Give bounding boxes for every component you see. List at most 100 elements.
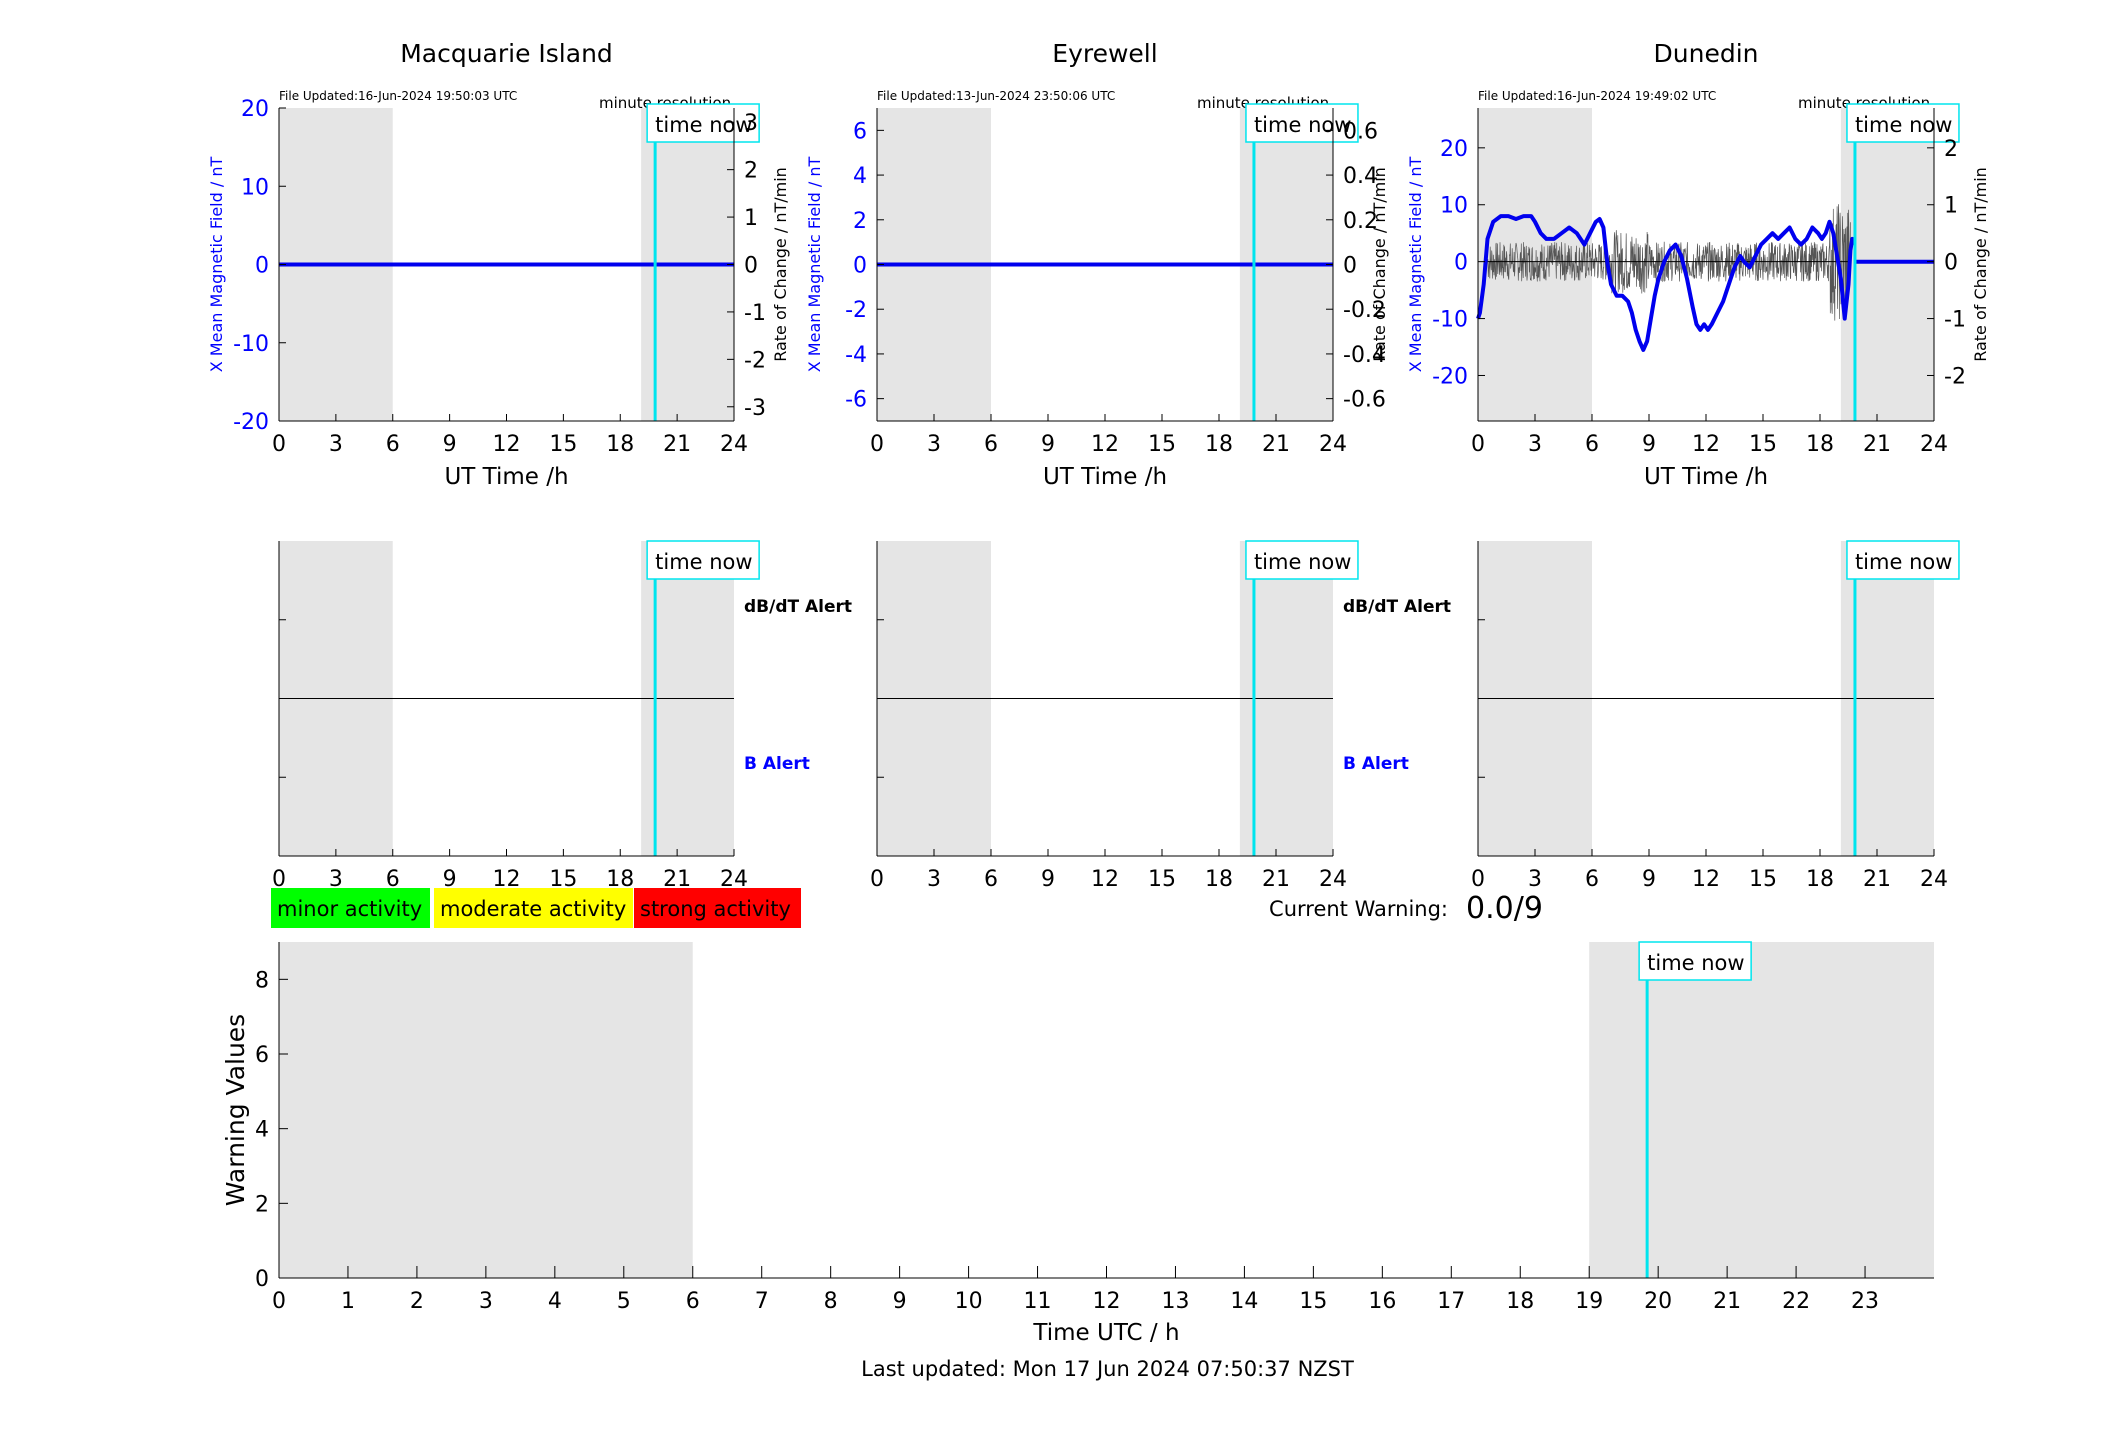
- alert-panel-macquarie-island-b-alert-label: B Alert: [744, 754, 810, 774]
- warning-chart-x-tick-label: 5: [617, 1289, 631, 1314]
- macquarie-island-x-tick-label: 12: [493, 432, 521, 457]
- dunedin-y-left-tick-label: 0: [1454, 251, 1468, 276]
- warning-chart-x-tick-label: 12: [1093, 1289, 1121, 1314]
- warning-chart-x-tick-label: 2: [410, 1289, 424, 1314]
- dunedin-time-now-box: [1846, 103, 1960, 143]
- warning-chart-y-tick-label: 2: [255, 1192, 269, 1217]
- warning-chart-shaded-region: [279, 942, 693, 1278]
- alert-panel-macquarie-island-x-tick-label: 6: [386, 867, 400, 892]
- dunedin-y-right-tick-label: -1: [1944, 308, 1966, 333]
- eyrewell-y-right-tick-label: -0.4: [1343, 343, 1386, 368]
- eyrewell-y-right-tick-label: 0.2: [1343, 209, 1378, 234]
- alert-panel-macquarie-island-x-tick-label: 0: [272, 867, 286, 892]
- eyrewell-y-left-tick-label: 0: [853, 254, 867, 279]
- alert-panel-macquarie-island-x-tick-label: 18: [606, 867, 634, 892]
- eyrewell-x-tick-label: 12: [1091, 432, 1119, 457]
- alert-panel-macquarie-island-x-tick-label: 24: [720, 867, 748, 892]
- alert-panel-macquarie-island-x-tick-label: 3: [329, 867, 343, 892]
- eyrewell-y-left-tick-label: 6: [853, 119, 867, 144]
- eyrewell-time-now-label: time now: [1254, 113, 1351, 137]
- dunedin-x-tick-label: 21: [1863, 432, 1891, 457]
- macquarie-island-title: Macquarie Island: [400, 39, 613, 68]
- warning-chart-x-tick-label: 16: [1368, 1289, 1396, 1314]
- alert-panel-dunedin-time-now-label: time now: [1855, 550, 1952, 574]
- macquarie-island-y-right-tick-label: -2: [744, 348, 766, 373]
- warning-chart-y-axis-label: Warning Values: [221, 1014, 250, 1206]
- dunedin-y-left-tick-label: -20: [1432, 364, 1468, 389]
- strong-activity-legend-swatch: [634, 888, 801, 928]
- last-updated-text: Last updated: Mon 17 Jun 2024 07:50:37 N…: [861, 1357, 1354, 1381]
- eyrewell-y-left-tick-label: -4: [845, 343, 867, 368]
- eyrewell-file-updated: File Updated:13-Jun-2024 23:50:06 UTC: [877, 89, 1115, 103]
- macquarie-island-y-right-tick-label: 2: [744, 159, 758, 184]
- dunedin-y-right-tick-label: -2: [1944, 364, 1966, 389]
- eyrewell-y-left-tick-label: -6: [845, 388, 867, 413]
- eyrewell-y-left-tick-label: -2: [845, 298, 867, 323]
- warning-chart-x-tick-label: 3: [479, 1289, 493, 1314]
- minor-activity-legend-label: minor activity: [277, 897, 422, 921]
- eyrewell-y-right-tick-label: 0.6: [1343, 119, 1378, 144]
- alert-panel-eyrewell-x-tick-label: 21: [1262, 867, 1290, 892]
- dunedin-file-updated: File Updated:16-Jun-2024 19:49:02 UTC: [1478, 89, 1716, 103]
- macquarie-island-x-tick-label: 0: [272, 432, 286, 457]
- dunedin-y-left-tick-label: -10: [1432, 308, 1468, 333]
- current-warning-value: 0.0/9: [1466, 891, 1543, 926]
- macquarie-island-y-left-tick-label: -10: [233, 332, 269, 357]
- dunedin-y-left-tick-label: 20: [1440, 137, 1468, 162]
- warning-chart-x-tick-label: 22: [1782, 1289, 1810, 1314]
- macquarie-island-file-updated: File Updated:16-Jun-2024 19:50:03 UTC: [279, 89, 517, 103]
- macquarie-island-y-right-tick-label: 1: [744, 206, 758, 231]
- eyrewell-x-axis-label: UT Time /h: [1043, 464, 1167, 490]
- macquarie-island-y-left-tick-label: -20: [233, 410, 269, 435]
- eyrewell-x-tick-label: 6: [984, 432, 998, 457]
- macquarie-island-x-tick-label: 21: [663, 432, 691, 457]
- dunedin-time-now-label: time now: [1855, 113, 1952, 137]
- dunedin-x-tick-label: 3: [1528, 432, 1542, 457]
- alert-panel-eyrewell-x-tick-label: 24: [1319, 867, 1347, 892]
- alert-panel-dunedin-x-tick-label: 9: [1642, 867, 1656, 892]
- current-warning-label: Current Warning:: [1269, 897, 1448, 921]
- moderate-activity-legend-label: moderate activity: [440, 897, 626, 921]
- warning-chart-y-tick-label: 8: [255, 968, 269, 993]
- macquarie-island-x-tick-label: 24: [720, 432, 748, 457]
- warning-chart-x-tick-label: 11: [1024, 1289, 1052, 1314]
- macquarie-island-x-tick-label: 9: [443, 432, 457, 457]
- warning-chart-x-tick-label: 8: [824, 1289, 838, 1314]
- eyrewell-x-tick-label: 24: [1319, 432, 1347, 457]
- dunedin-x-tick-label: 15: [1749, 432, 1777, 457]
- warning-chart-x-axis-label: Time UTC / h: [1032, 1320, 1179, 1346]
- warning-chart-y-tick-label: 4: [255, 1118, 269, 1143]
- dunedin-title: Dunedin: [1654, 39, 1759, 68]
- alert-panel-eyrewell-b-alert-label: B Alert: [1343, 754, 1409, 774]
- moderate-activity-legend-swatch: [434, 888, 633, 928]
- warning-chart-x-tick-label: 0: [272, 1289, 286, 1314]
- macquarie-island-y-left-tick-label: 20: [241, 97, 269, 122]
- macquarie-island-x-axis-label: UT Time /h: [444, 464, 568, 490]
- alert-panel-macquarie-island-x-tick-label: 12: [493, 867, 521, 892]
- warning-chart-x-tick-label: 7: [755, 1289, 769, 1314]
- dunedin-y-right-tick-label: 1: [1944, 194, 1958, 219]
- warning-chart-x-tick-label: 19: [1575, 1289, 1603, 1314]
- alert-panel-dunedin-x-tick-label: 12: [1692, 867, 1720, 892]
- warning-chart-x-tick-label: 10: [955, 1289, 983, 1314]
- alert-panel-dunedin-x-tick-label: 24: [1920, 867, 1948, 892]
- alert-panel-dunedin-x-tick-label: 18: [1806, 867, 1834, 892]
- strong-activity-legend-label: strong activity: [640, 897, 791, 921]
- eyrewell-y-left-axis-label: X Mean Magnetic Field / nT: [805, 157, 824, 373]
- alert-panel-eyrewell-time-now-box: [1245, 540, 1359, 580]
- alert-panel-dunedin-x-tick-label: 6: [1585, 867, 1599, 892]
- eyrewell-x-tick-label: 3: [927, 432, 941, 457]
- alert-panel-macquarie-island-db-dt-alert-label: dB/dT Alert: [744, 597, 852, 617]
- macquarie-island-x-tick-label: 6: [386, 432, 400, 457]
- dunedin-y-right-axis-label: Rate of Change / nT/min: [1971, 167, 1990, 362]
- eyrewell-title: Eyrewell: [1052, 39, 1157, 68]
- eyrewell-y-right-tick-label: 0.4: [1343, 164, 1378, 189]
- eyrewell-x-tick-label: 18: [1205, 432, 1233, 457]
- dunedin-y-right-tick-label: 0: [1944, 251, 1958, 276]
- eyrewell-y-left-tick-label: 2: [853, 209, 867, 234]
- warning-chart-x-tick-label: 21: [1713, 1289, 1741, 1314]
- alert-panel-dunedin-x-tick-label: 0: [1471, 867, 1485, 892]
- alert-panel-dunedin-x-tick-label: 21: [1863, 867, 1891, 892]
- alert-panel-macquarie-island-time-now-label: time now: [655, 550, 752, 574]
